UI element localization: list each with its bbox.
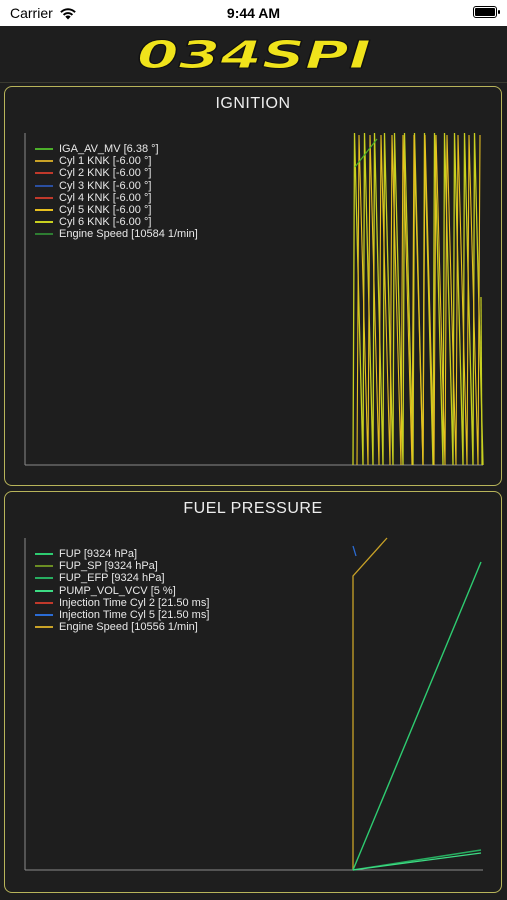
legend-entry: FUP_EFP [9324 hPa] (35, 572, 209, 584)
legend-swatch (35, 221, 53, 224)
legend-entry: FUP_SP [9324 hPa] (35, 560, 209, 572)
legend-entry: FUP [9324 hPa] (35, 548, 209, 560)
legend-label: Engine Speed [10584 1/min] (59, 228, 198, 241)
legend-entry: Cyl 1 KNK [-6.00 °] (35, 155, 198, 167)
legend-label: Cyl 6 KNK [-6.00 °] (59, 216, 152, 229)
clock: 9:44 AM (226, 5, 281, 21)
trace-line (480, 296, 483, 466)
legend-label: FUP_SP [9324 hPa] (59, 560, 158, 573)
wifi-icon (59, 7, 76, 19)
legend-label: FUP_EFP [9324 hPa] (59, 572, 165, 585)
app-header: 034SPI (0, 26, 507, 83)
legend-entry: Cyl 2 KNK [-6.00 °] (35, 167, 198, 179)
legend-label: FUP [9324 hPa] (59, 548, 138, 561)
trace-line (352, 852, 482, 871)
fuel-pressure-panel: FUEL PRESSURE FUP [9324 hPa] FUP_SP [9324… (4, 491, 502, 893)
legend-swatch (35, 160, 53, 163)
legend-entry: PUMP_VOL_VCV [5 %] (35, 585, 209, 597)
trace-line (352, 132, 484, 466)
ignition-panel: IGNITION IGA_AV_MV [6.38 °] Cyl 1 KNK [-6… (4, 86, 502, 486)
fuel-pressure-chart[interactable] (5, 492, 501, 892)
legend-label: Cyl 2 KNK [-6.00 °] (59, 167, 152, 180)
legend-swatch (35, 626, 53, 629)
legend-swatch (35, 614, 53, 617)
legend-swatch (35, 553, 53, 556)
carrier-label: Carrier (10, 5, 53, 21)
legend-swatch (35, 184, 53, 187)
legend-swatch (35, 577, 53, 580)
status-bar: Carrier 9:44 AM (0, 0, 507, 26)
legend-swatch (35, 209, 53, 212)
legend-label: Cyl 5 KNK [-6.00 °] (59, 204, 152, 217)
legend-entry: Injection Time Cyl 2 [21.50 ms] (35, 597, 209, 609)
trace-line (352, 561, 482, 871)
ignition-traces (352, 132, 484, 466)
legend-entry: Cyl 6 KNK [-6.00 °] (35, 216, 198, 228)
legend-entry: IGA_AV_MV [6.38 °] (35, 143, 198, 155)
battery-icon (473, 6, 500, 18)
legend-swatch (35, 601, 53, 604)
legend-label: Cyl 3 KNK [-6.00 °] (59, 179, 152, 192)
legend-entry: Cyl 5 KNK [-6.00 °] (35, 204, 198, 216)
legend-label: Engine Speed [10556 1/min] (59, 621, 198, 634)
ignition-title: IGNITION (215, 95, 291, 112)
legend-label: PUMP_VOL_VCV [5 %] (59, 584, 176, 597)
ignition-chart[interactable] (5, 87, 501, 485)
legend-entry: Engine Speed [10584 1/min] (35, 228, 198, 240)
legend-entry: Injection Time Cyl 5 [21.50 ms] (35, 609, 209, 621)
brand-logo: 034SPI (137, 36, 372, 74)
trace-line (352, 545, 357, 557)
ignition-legend: IGA_AV_MV [6.38 °] Cyl 1 KNK [-6.00 °] Cyl… (35, 143, 198, 241)
trace-line (354, 138, 378, 168)
carrier-group: Carrier (10, 5, 77, 21)
logo-text: 034SPI (137, 36, 371, 74)
legend-entry: Cyl 3 KNK [-6.00 °] (35, 180, 198, 192)
legend-label: Injection Time Cyl 5 [21.50 ms] (59, 609, 210, 622)
trace-line (356, 134, 481, 466)
fuel-pressure-traces (352, 537, 482, 871)
legend-label: Cyl 1 KNK [-6.00 °] (59, 155, 152, 168)
legend-swatch (35, 589, 53, 592)
legend-swatch (35, 148, 53, 151)
legend-label: IGA_AV_MV [6.38 °] (59, 143, 159, 156)
legend-swatch (35, 196, 53, 199)
trace-line (352, 537, 388, 870)
legend-entry: Cyl 4 KNK [-6.00 °] (35, 192, 198, 204)
legend-swatch (35, 565, 53, 568)
legend-label: Cyl 4 KNK [-6.00 °] (59, 191, 152, 204)
legend-swatch (35, 172, 53, 175)
fuel-pressure-title: FUEL PRESSURE (183, 500, 323, 517)
fuel-pressure-legend: FUP [9324 hPa] FUP_SP [9324 hPa] FUP_EFP [… (35, 548, 209, 633)
legend-swatch (35, 233, 53, 236)
legend-entry: Engine Speed [10556 1/min] (35, 621, 209, 633)
legend-label: Injection Time Cyl 2 [21.50 ms] (59, 596, 210, 609)
